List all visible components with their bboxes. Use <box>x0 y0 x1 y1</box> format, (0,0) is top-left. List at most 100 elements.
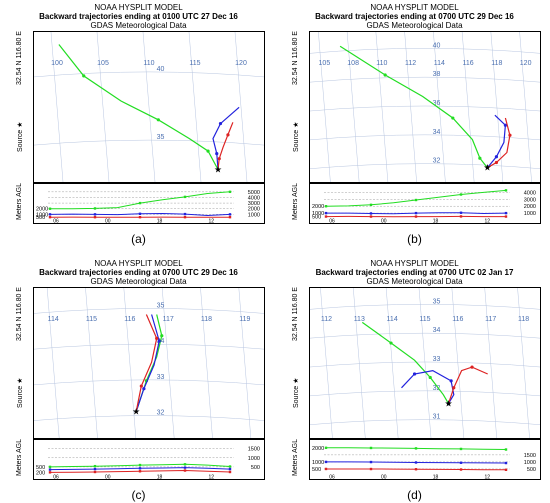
time-tick-label: 00 <box>105 475 111 481</box>
time-tick-label: 18 <box>433 219 439 225</box>
parallel-line <box>34 344 264 349</box>
meridian-line <box>97 32 109 182</box>
meters-agl-label: Meters AGL <box>292 439 299 476</box>
height-marker <box>415 468 417 470</box>
panel-header-title: Backward trajectories ending at 0700 UTC… <box>6 268 271 277</box>
height-marker <box>49 471 51 473</box>
trajectory-marker <box>470 366 473 369</box>
meridian-line <box>518 288 530 438</box>
trajectory-marker <box>158 339 161 342</box>
height-tick-right: 1000 <box>248 456 260 462</box>
trajectory-marker <box>160 334 163 337</box>
height-marker <box>229 191 231 193</box>
latlon-label: 32.54 N 116.80 E <box>292 31 299 85</box>
parallel-line <box>34 380 264 385</box>
height-marker <box>325 447 327 449</box>
parallel-line <box>310 304 540 309</box>
lat-tick-label: 40 <box>433 42 441 49</box>
trajectory-marker <box>429 376 432 379</box>
meridian-line <box>239 288 251 438</box>
meridian-line <box>235 32 247 182</box>
trajectory-marker <box>157 118 160 121</box>
height-marker <box>505 215 507 217</box>
lon-tick-label: 110 <box>376 60 387 67</box>
height-marker <box>49 216 51 218</box>
height-tick-left: 2000 <box>312 204 324 210</box>
height-profile: 15001000500200010005000600181201/02 <box>309 439 541 480</box>
height-tick-left: 500 <box>36 215 45 221</box>
height-marker <box>460 448 462 450</box>
height-marker <box>184 463 186 465</box>
latlon-label: 32.54 N 116.80 E <box>292 287 299 341</box>
lon-tick-label: 115 <box>419 316 430 323</box>
trajectory-marker <box>413 372 416 375</box>
meridian-line <box>491 32 503 182</box>
height-tick-left: 1000 <box>312 460 324 466</box>
latlon-label: 32.54 N 116.80 E <box>16 31 23 85</box>
parallel-line <box>310 135 540 140</box>
height-tick-right: 1500 <box>524 453 536 459</box>
trajectory-marker <box>82 74 85 77</box>
height-tick-right: 1500 <box>248 447 260 453</box>
panel-caption: (b) <box>282 232 547 246</box>
trajectory-marker <box>215 152 218 155</box>
parallel-line <box>34 416 264 421</box>
height-marker <box>184 469 186 471</box>
height-profile: 5000400030002000100020001000500060018121… <box>33 183 265 224</box>
trajectory-line <box>218 122 233 169</box>
trajectory-marker <box>142 387 145 390</box>
time-tick-label: 00 <box>381 475 387 481</box>
source-star-icon: ★ <box>132 406 140 416</box>
trajectory-marker <box>450 379 453 382</box>
lat-tick-label: 35 <box>157 302 165 309</box>
trajectory-marker <box>140 384 143 387</box>
panel-header-data: GDAS Meteorological Data <box>282 21 547 30</box>
height-marker <box>49 466 51 468</box>
meridian-line <box>405 32 417 182</box>
height-marker <box>229 213 231 215</box>
height-marker <box>94 468 96 470</box>
lon-tick-label: 113 <box>354 316 365 323</box>
parallel-line <box>310 420 540 425</box>
parallel-line <box>310 391 540 396</box>
meridian-line <box>201 288 213 438</box>
height-line <box>326 190 506 206</box>
height-tick-right: 2000 <box>524 204 536 210</box>
parallel-line <box>34 72 264 77</box>
height-marker <box>139 202 141 204</box>
height-profile: 4000300020001000200010005000600181212/29 <box>309 183 541 224</box>
meridian-line <box>86 288 98 438</box>
meridian-line <box>318 32 330 182</box>
parallel-line <box>310 106 540 111</box>
time-tick-label: 06 <box>53 475 59 481</box>
lon-tick-label: 118 <box>201 316 212 323</box>
meridian-line <box>353 288 365 438</box>
source-star-icon: ★ <box>483 163 491 173</box>
height-marker <box>415 215 417 217</box>
trajectory-marker <box>218 157 221 160</box>
time-tick-label: 06 <box>329 475 335 481</box>
panel-header-model: NOAA HYSPLIT MODEL <box>282 3 547 12</box>
height-tick-right: 500 <box>251 465 260 471</box>
trajectory-panel-a: NOAA HYSPLIT MODEL Backward trajectories… <box>6 2 271 247</box>
lat-tick-label: 33 <box>433 356 441 363</box>
lat-tick-label: 33 <box>157 374 165 381</box>
lon-tick-label: 117 <box>485 316 496 323</box>
height-marker <box>184 196 186 198</box>
trajectory-marker <box>451 116 454 119</box>
lon-tick-label: 108 <box>347 60 359 67</box>
trajectory-marker <box>206 150 209 153</box>
height-marker <box>370 212 372 214</box>
lat-tick-label: 35 <box>157 134 165 141</box>
height-profile: 150010005005002000600181212/29 <box>33 439 265 480</box>
latlon-label: 32.54 N 116.80 E <box>16 287 23 341</box>
height-marker <box>325 212 327 214</box>
trajectory-marker <box>155 337 158 340</box>
panel-header-data: GDAS Meteorological Data <box>6 21 271 30</box>
lon-tick-label: 100 <box>51 60 63 67</box>
lon-tick-label: 114 <box>434 60 445 67</box>
lat-tick-label: 35 <box>433 298 441 305</box>
trajectory-marker <box>219 122 222 125</box>
lon-tick-label: 114 <box>387 316 398 323</box>
